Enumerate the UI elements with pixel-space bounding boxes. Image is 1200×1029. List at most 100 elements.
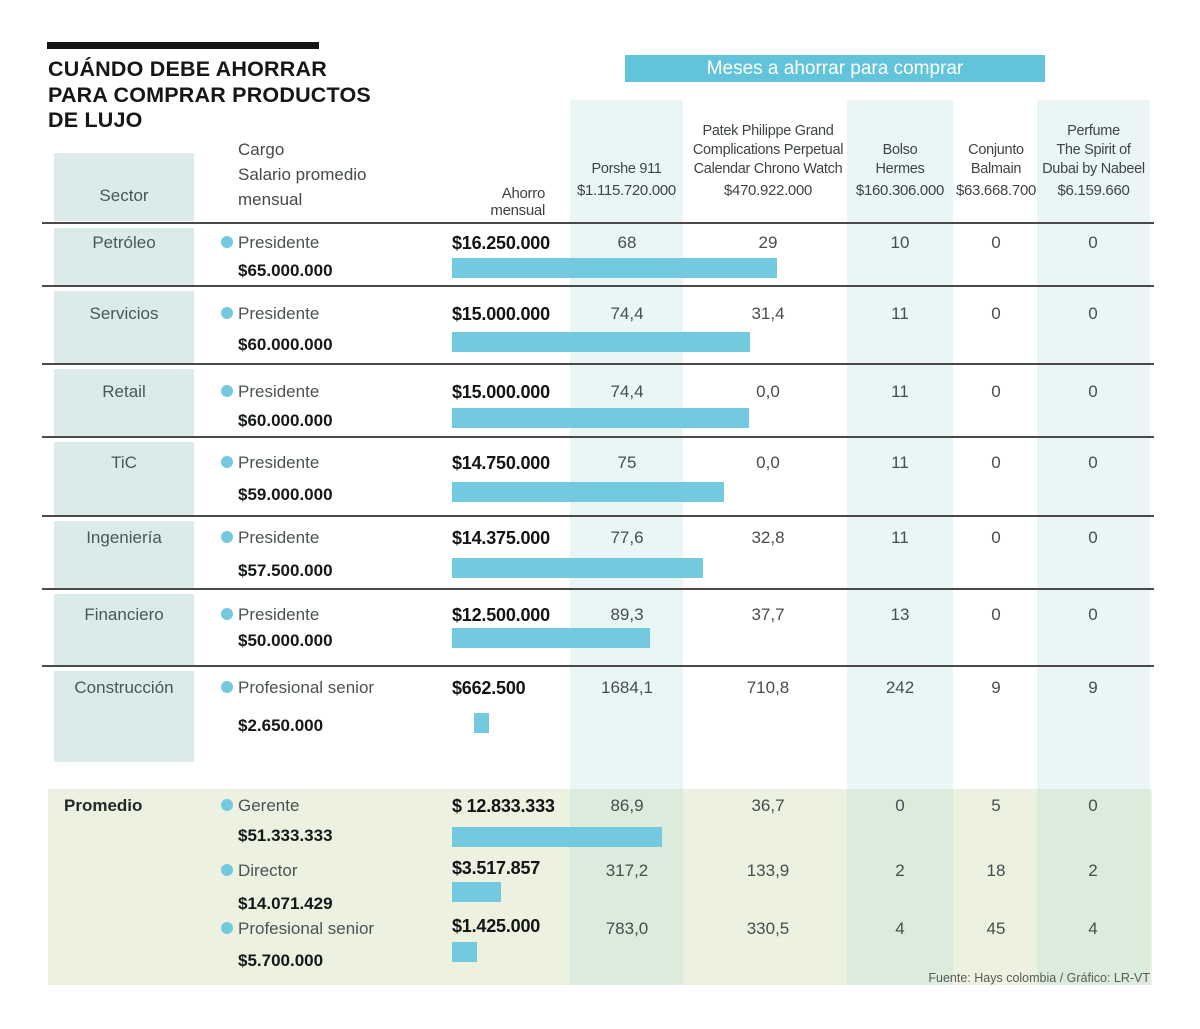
sector-label: Servicios (89, 304, 159, 323)
ahorro-value: $3.517.857 (452, 858, 541, 878)
ahorro-value: $12.500.000 (452, 605, 550, 625)
cargo-value: Profesional senior (238, 678, 375, 697)
months-value: 32,8 (751, 528, 785, 547)
months-value: 4 (1088, 919, 1098, 938)
product-header-perfume: Perfume The Spirit of Dubai by Nabeel $6… (1037, 100, 1150, 205)
cargo-header-line-1: Cargo (238, 140, 285, 159)
ahorro-bar (452, 827, 662, 847)
sector-label: Ingeniería (86, 528, 162, 547)
ahorro-value: $1.425.000 (452, 916, 541, 936)
months-value: 0 (991, 304, 1001, 323)
promedio-section-background (48, 789, 1152, 985)
months-value: 11 (891, 304, 909, 323)
months-value: 0 (991, 528, 1001, 547)
bullet-icon (221, 799, 233, 811)
salary-value: $50.000.000 (238, 631, 333, 650)
ahorro-bar (452, 942, 477, 962)
ahorro-value: $16.250.000 (452, 233, 550, 253)
cargo-value: Presidente (238, 528, 320, 547)
salary-value: $14.071.429 (238, 894, 333, 913)
cargo-value: Presidente (238, 304, 320, 323)
ahorro-bar (452, 558, 703, 578)
sector-label: TiC (111, 453, 137, 472)
product-price: $6.159.660 (1057, 182, 1130, 199)
months-value: 0 (991, 382, 1001, 401)
bullet-icon (221, 385, 233, 397)
row-divider (42, 363, 1154, 365)
cargo-value: Profesional senior (238, 919, 375, 938)
months-value: 317,2 (605, 861, 649, 880)
product-name: Bolso Hermes (875, 142, 925, 177)
ahorro-value: $15.000.000 (452, 304, 550, 324)
months-value: 2 (1088, 861, 1098, 880)
ahorro-bar (452, 408, 749, 428)
months-value: 0 (1088, 382, 1098, 401)
bullet-icon (221, 681, 233, 693)
months-value: 11 (891, 382, 909, 401)
ahorro-bar (452, 482, 724, 502)
months-value: 86,9 (610, 796, 644, 815)
cargo-value: Director (238, 861, 298, 880)
product-price: $160.306.000 (855, 182, 945, 199)
months-value: 783,0 (605, 919, 649, 938)
column-stripe-perfume (1037, 100, 1150, 985)
months-value: 330,5 (746, 919, 790, 938)
months-value: 13 (890, 605, 910, 624)
salary-value: $57.500.000 (238, 561, 333, 580)
salary-value: $51.333.333 (238, 826, 333, 845)
product-name: Conjunto Balmain (968, 142, 1024, 177)
months-value: 68 (617, 233, 637, 252)
title-line-1: CUÁNDO DEBE AHORRAR (48, 57, 327, 81)
cargo-header: Cargo Salario promedio mensual (238, 137, 367, 212)
page-title: CUÁNDO DEBE AHORRAR PARA COMPRAR PRODUCT… (48, 57, 408, 134)
months-value: 0 (991, 453, 1001, 472)
months-value: 89,3 (610, 605, 644, 624)
months-value: 0 (1088, 605, 1098, 624)
product-name: Patek Philippe Grand Complications Perpe… (692, 123, 844, 177)
product-header-patek: Patek Philippe Grand Complications Perpe… (678, 100, 858, 205)
salary-value: $60.000.000 (238, 411, 333, 430)
bullet-icon (221, 922, 233, 934)
months-value: 77,6 (610, 528, 644, 547)
ahorro-value: $662.500 (452, 678, 526, 698)
months-value: 10 (890, 233, 910, 252)
months-value: 0 (1088, 528, 1098, 547)
sector-cell (54, 369, 194, 436)
months-value: 0 (895, 796, 905, 815)
sector-cell (54, 291, 194, 363)
ahorro-mensual-header: Ahorro mensual (490, 185, 545, 219)
product-name: Perfume The Spirit of Dubai by Nabeel (1042, 123, 1145, 177)
sector-label: Retail (102, 382, 146, 401)
months-value: 11 (891, 453, 909, 472)
ahorro-bar (474, 713, 489, 733)
salary-value: $60.000.000 (238, 335, 333, 354)
cargo-header-line-3: mensual (238, 190, 303, 209)
salary-value: $65.000.000 (238, 261, 333, 280)
months-value: 4 (895, 919, 905, 938)
row-divider (42, 515, 1154, 517)
salary-value: $5.700.000 (238, 951, 324, 970)
row-divider (42, 222, 1154, 224)
ahorro-value: $14.375.000 (452, 528, 550, 548)
bullet-icon (221, 608, 233, 620)
product-price: $470.922.000 (723, 182, 813, 199)
ahorro-bar (452, 258, 777, 278)
row-divider (42, 588, 1154, 590)
months-value: 0,0 (756, 382, 780, 401)
product-header-conjunto: Conjunto Balmain $63.668.700 (951, 100, 1041, 205)
months-value: 74,4 (610, 382, 644, 401)
salary-value: $59.000.000 (238, 485, 333, 504)
product-header-bolso: Bolso Hermes $160.306.000 (847, 100, 953, 205)
row-divider (42, 285, 1154, 287)
sector-cell (54, 442, 194, 515)
product-header-porshe: Porshe 911 $1.115.720.000 (570, 100, 683, 205)
ahorro-value: $14.750.000 (452, 453, 550, 473)
months-value: 11 (891, 528, 909, 547)
sector-cell (54, 228, 194, 285)
sector-label: Financiero (84, 605, 164, 624)
months-value: 5 (991, 796, 1001, 815)
months-value: 0 (1088, 304, 1098, 323)
months-value: 710,8 (746, 678, 790, 697)
bullet-icon (221, 864, 233, 876)
